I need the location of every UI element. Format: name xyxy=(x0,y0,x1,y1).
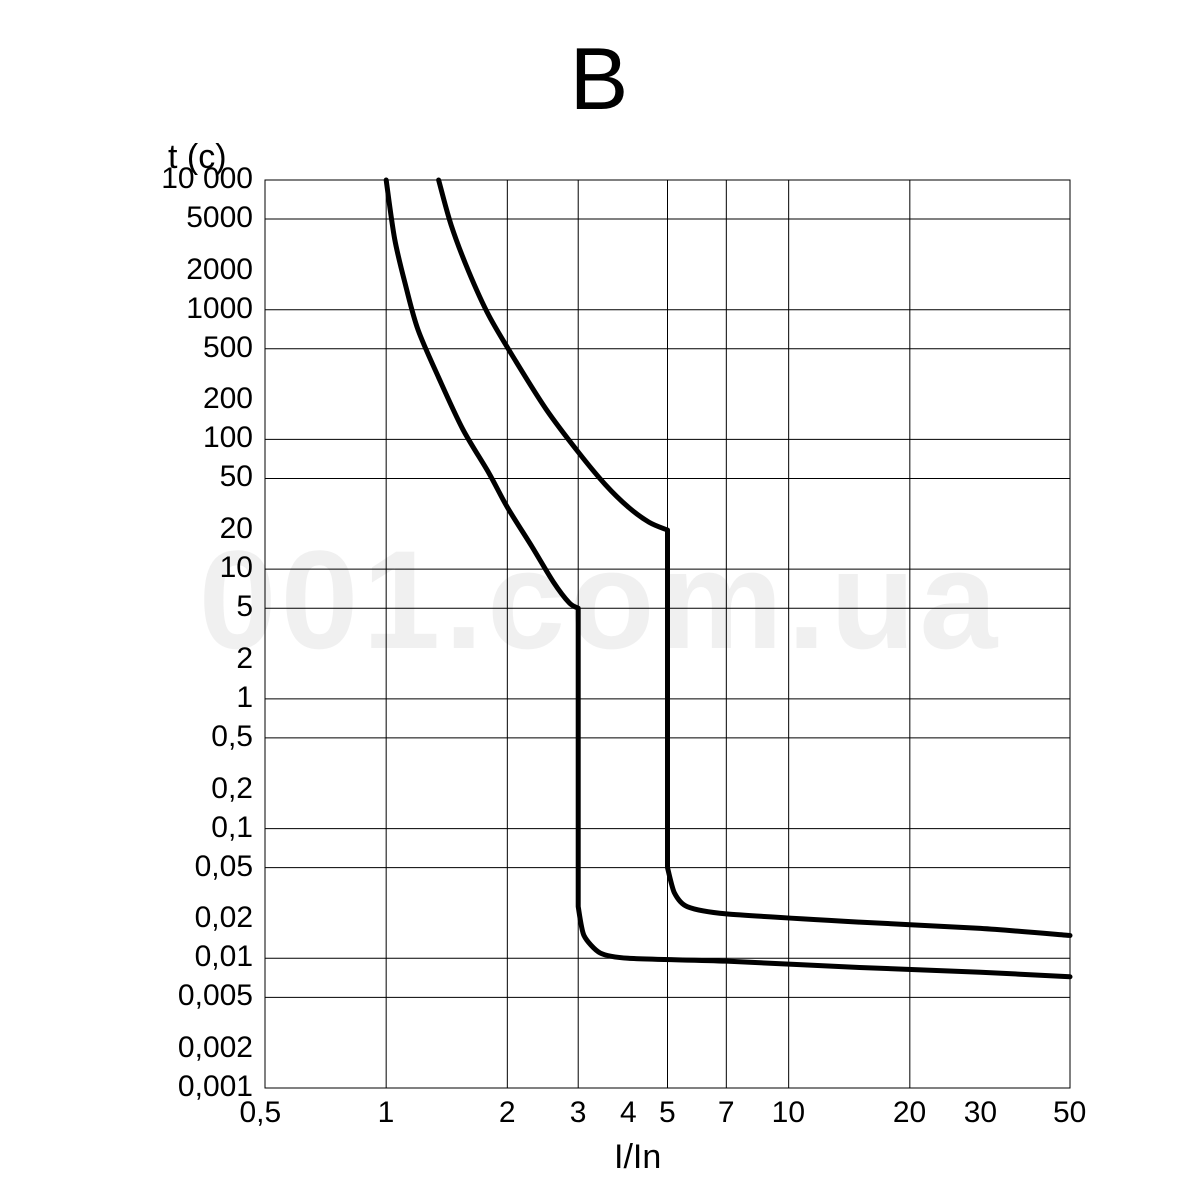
y-tick-label: 10 000 xyxy=(133,162,253,196)
curve-lower xyxy=(386,180,1070,977)
y-tick-label: 0,001 xyxy=(133,1070,253,1104)
y-tick-label: 500 xyxy=(133,331,253,365)
y-tick-label: 2 xyxy=(133,642,253,676)
y-tick-label: 2000 xyxy=(133,253,253,287)
x-tick-label: 4 xyxy=(620,1096,637,1130)
x-tick-label: 30 xyxy=(964,1096,997,1130)
y-tick-label: 0,05 xyxy=(133,850,253,884)
y-tick-label: 5 xyxy=(133,590,253,624)
x-tick-label: 50 xyxy=(1053,1096,1086,1130)
x-tick-label: 0,5 xyxy=(240,1096,282,1130)
x-tick-label: 1 xyxy=(378,1096,395,1130)
x-tick-label: 10 xyxy=(772,1096,805,1130)
y-tick-label: 0,2 xyxy=(133,772,253,806)
chart-container: 001.com.ua B t (c) I/In 10 0005000200010… xyxy=(0,0,1200,1200)
y-tick-label: 0,5 xyxy=(133,720,253,754)
y-tick-label: 0,002 xyxy=(133,1031,253,1065)
y-tick-label: 0,02 xyxy=(133,901,253,935)
x-tick-label: 20 xyxy=(893,1096,926,1130)
y-tick-label: 0,1 xyxy=(133,811,253,845)
y-tick-label: 0,01 xyxy=(133,940,253,974)
y-tick-label: 20 xyxy=(133,512,253,546)
x-tick-label: 3 xyxy=(570,1096,587,1130)
curve-upper xyxy=(439,180,1070,935)
y-tick-label: 50 xyxy=(133,460,253,494)
x-tick-label: 7 xyxy=(718,1096,735,1130)
y-tick-label: 200 xyxy=(133,382,253,416)
y-tick-label: 100 xyxy=(133,421,253,455)
y-tick-label: 5000 xyxy=(133,201,253,235)
y-tick-label: 1000 xyxy=(133,292,253,326)
y-tick-label: 10 xyxy=(133,551,253,585)
x-tick-label: 2 xyxy=(499,1096,516,1130)
y-tick-label: 0,005 xyxy=(133,979,253,1013)
y-tick-label: 1 xyxy=(133,681,253,715)
x-tick-label: 5 xyxy=(659,1096,676,1130)
